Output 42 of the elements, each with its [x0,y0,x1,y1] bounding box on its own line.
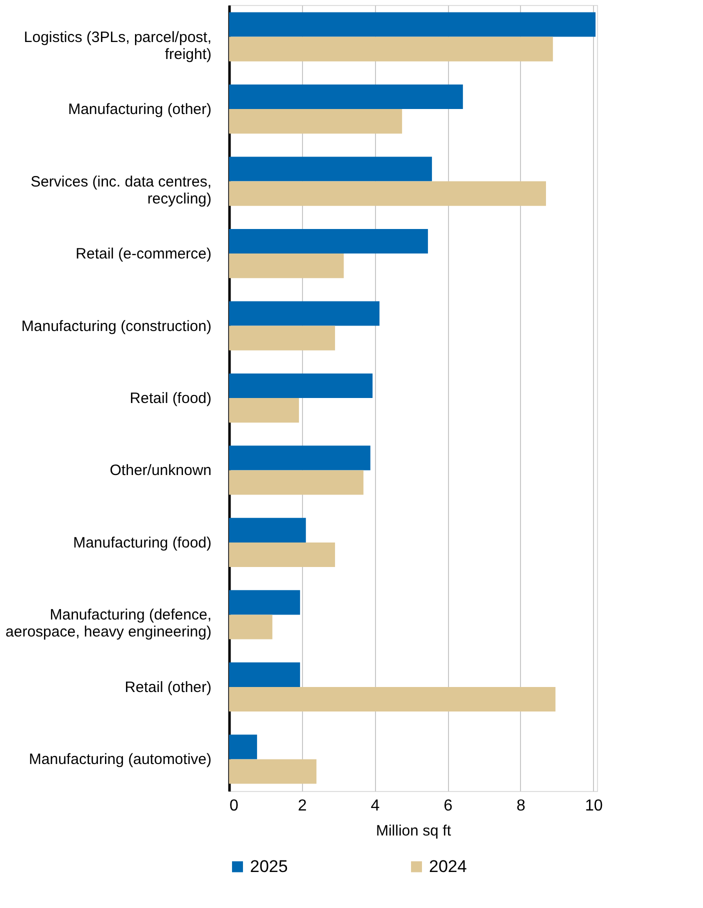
y-tick-label: Manufacturing (defence, aerospace, heavy engineering) [6,606,212,641]
y-tick-label: Manufacturing (construction) [21,318,212,335]
bar [229,518,306,542]
y-tick-label: Services (inc. data centres, recycling) [30,173,212,208]
bar [229,759,316,784]
bar [229,326,336,350]
bar [229,36,553,62]
legend-label: 2025 [250,856,288,876]
bar [229,662,300,687]
bar [229,301,380,326]
bar [229,734,258,760]
bar [229,686,556,712]
y-tick-label: Manufacturing (other) [68,101,212,118]
bar [229,470,364,495]
x-tick-label: 8 [516,798,526,814]
bar [229,373,373,398]
bar [229,398,299,423]
bar [229,446,370,470]
y-tick-label: Retail (other) [124,678,212,696]
y-tick-label: Other/unknown [110,462,212,480]
x-tick-label: 0 [230,798,238,814]
y-tick-label: Retail (e-commerce) [76,246,212,263]
y-tick-label: Logistics (3PLs, parcel/post, freight) [24,28,212,63]
bar [229,254,344,278]
bar [229,590,300,615]
x-tick-label: 6 [444,798,453,814]
bar [229,109,402,134]
x-tick-label: 2 [298,798,307,814]
bar [229,542,336,568]
y-tick-label: Manufacturing (automotive) [28,751,212,768]
bar [229,181,546,206]
bar [229,84,463,110]
bar [229,228,428,254]
y-tick-label: Retail (food) [130,390,212,407]
y-tick-label: Manufacturing (food) [73,534,212,552]
bar [229,12,596,37]
x-tick-label: 10 [584,798,603,814]
bar [229,614,272,640]
legend-label: 2024 [429,856,467,876]
x-axis-title: Million sq ft [376,822,452,840]
x-tick-label: 4 [370,798,380,814]
bar [229,156,432,182]
